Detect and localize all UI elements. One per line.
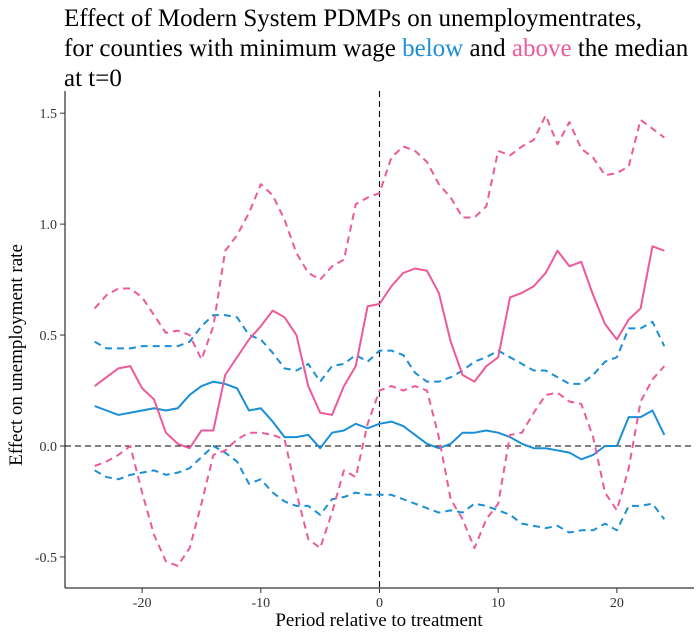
y-tick-label: 0.0 — [40, 440, 58, 455]
x-tick-label: 20 — [610, 596, 624, 611]
y-tick-label: 1.5 — [40, 107, 58, 122]
reference-lines — [65, 91, 694, 588]
x-tick-label: -10 — [251, 596, 270, 611]
y-tick-label: 1.0 — [40, 218, 58, 233]
title-and-word: and — [463, 35, 512, 62]
x-tick-label: -20 — [133, 596, 152, 611]
x-tick-label: 0 — [376, 596, 383, 611]
series-below-dashed-1 — [94, 314, 666, 385]
title-line-2: for counties with minimum wage below and… — [64, 34, 696, 64]
title-above-word: above — [511, 35, 572, 62]
x-tick-label: 10 — [491, 596, 505, 611]
y-axis-title: Effect on unemployment rate — [6, 244, 27, 466]
series-below-dashed-2 — [94, 445, 666, 534]
title-line-2-prefix: for counties with minimum wage — [64, 35, 403, 62]
y-tick-label: -0.5 — [35, 551, 57, 566]
series-layer — [93, 114, 666, 567]
series-above-solid-3 — [94, 245, 665, 450]
x-axis-title: Period relative to treatment — [275, 610, 483, 631]
series-above-dashed-4 — [93, 114, 665, 361]
ticks: -20 -10 0 10 20 -0.5 0.0 0.5 1.0 1.5 — [35, 107, 624, 611]
title-line-2-suffix: the median — [571, 35, 689, 62]
title-line-3: at t=0 — [64, 65, 122, 92]
series-above-dashed-5 — [94, 365, 666, 567]
series-below-solid-0 — [94, 380, 666, 461]
chart-title: Effect of Modern System PDMPs on unemplo… — [64, 4, 696, 94]
title-line-1: Effect of Modern System PDMPs on unemplo… — [64, 5, 642, 32]
y-tick-label: 0.5 — [40, 329, 58, 344]
title-below-word: below — [402, 35, 464, 62]
